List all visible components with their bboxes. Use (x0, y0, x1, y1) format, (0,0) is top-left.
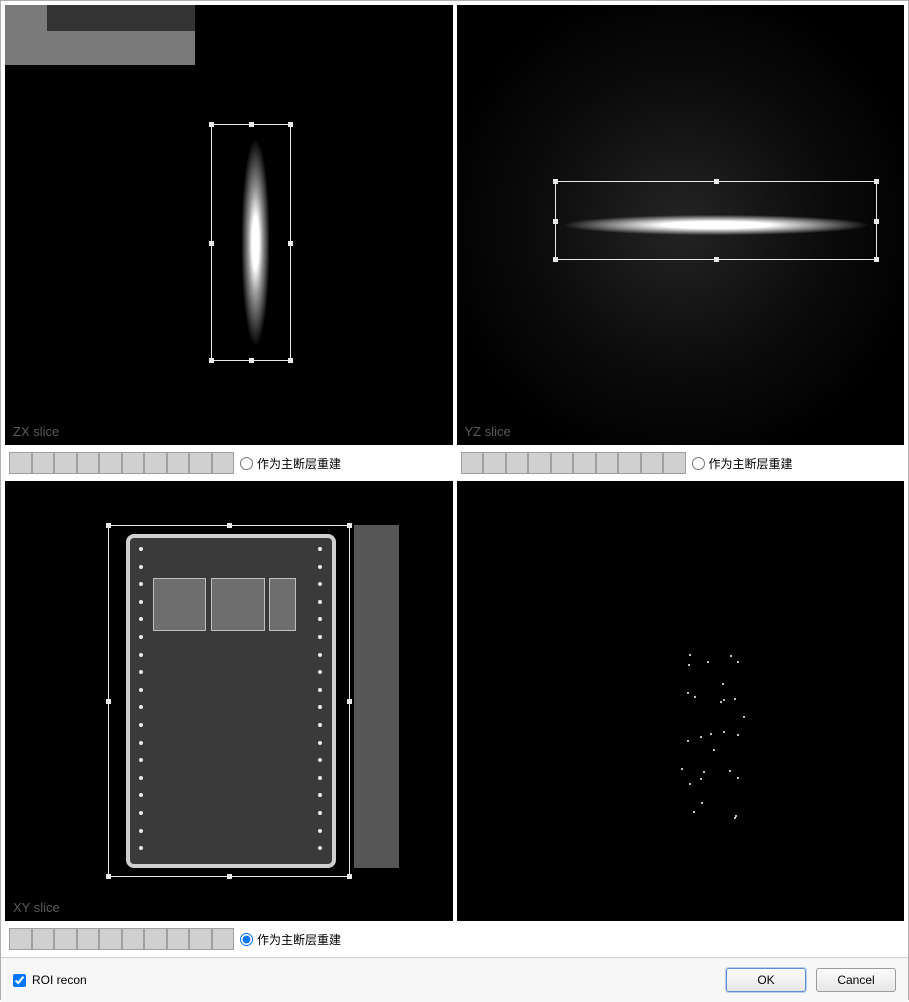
roi-selection-yz[interactable] (555, 181, 877, 260)
noise-spark (720, 701, 722, 703)
zx-slice-view[interactable]: ZX slice (5, 5, 453, 445)
noise-spark (707, 661, 709, 663)
xy-slice-slider[interactable] (9, 928, 234, 950)
noise-spark (701, 802, 703, 804)
fixture-bracket-side (354, 525, 399, 868)
noise-spark (687, 740, 689, 742)
yz-slice-slider[interactable] (461, 452, 686, 474)
xy-main-recon-label: 作为主断层重建 (257, 931, 341, 948)
noise-spark (730, 655, 732, 657)
noise-spark (700, 736, 702, 738)
view-label-zx: ZX slice (13, 424, 59, 439)
view-label-xy: XY slice (13, 900, 60, 915)
noise-spark (689, 654, 691, 656)
preview-view[interactable] (457, 481, 905, 921)
yz-main-recon-label: 作为主断层重建 (709, 455, 793, 472)
roi-selection-zx[interactable] (211, 124, 292, 362)
zx-slice-slider[interactable] (9, 452, 234, 474)
noise-spark (689, 783, 691, 785)
cancel-button[interactable]: Cancel (816, 968, 896, 992)
noise-spark (737, 777, 739, 779)
noise-spark (693, 811, 695, 813)
noise-spark (681, 768, 683, 770)
noise-spark (710, 733, 712, 735)
noise-spark (743, 716, 745, 718)
xy-main-recon-radio[interactable]: 作为主断层重建 (240, 931, 341, 948)
noise-spark (723, 699, 725, 701)
noise-spark (734, 698, 736, 700)
roi-selection-xy[interactable] (108, 525, 350, 877)
noise-spark (737, 734, 739, 736)
noise-spark (722, 683, 724, 685)
roi-recon-checkbox[interactable]: ROI recon (13, 973, 87, 987)
yz-main-recon-radio[interactable]: 作为主断层重建 (692, 455, 793, 472)
yz-slice-slider-row: 作为主断层重建 (457, 449, 905, 477)
noise-spark (700, 778, 702, 780)
noise-spark (687, 692, 689, 694)
zx-main-recon-radio[interactable]: 作为主断层重建 (240, 455, 341, 472)
noise-spark (723, 731, 725, 733)
xy-slice-view[interactable]: XY slice (5, 481, 453, 921)
noise-spark (734, 817, 736, 819)
noise-spark (713, 749, 715, 751)
dialog-footer: ROI recon OK Cancel (1, 957, 908, 1002)
xy-slice-slider-row: 作为主断层重建 (5, 925, 453, 953)
noise-spark (729, 770, 731, 772)
noise-spark (688, 664, 690, 666)
preview-slider-row-empty (457, 925, 905, 953)
fixture-bracket-top (5, 5, 195, 65)
noise-spark (694, 696, 696, 698)
yz-slice-view[interactable]: YZ slice (457, 5, 905, 445)
zx-slice-slider-row: 作为主断层重建 (5, 449, 453, 477)
roi-recon-label: ROI recon (32, 973, 87, 987)
zx-main-recon-label: 作为主断层重建 (257, 455, 341, 472)
ok-button[interactable]: OK (726, 968, 806, 992)
noise-spark (737, 661, 739, 663)
noise-spark (703, 771, 705, 773)
